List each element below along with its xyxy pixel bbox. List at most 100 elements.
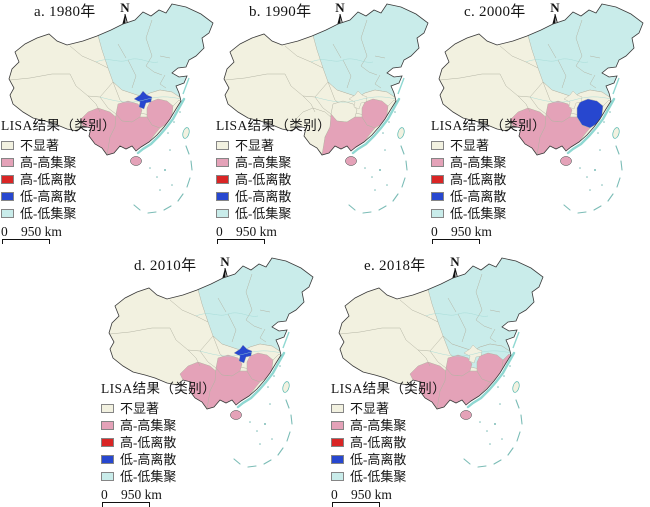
north-label: N [450, 254, 460, 269]
legend-item-high-low: 高-低离散 [216, 171, 331, 188]
nine-dash-line [463, 399, 523, 468]
legend-item-low-low: 低-低集聚 [101, 468, 216, 485]
china-map [108, 257, 314, 468]
panel-title: d. 2010年 [134, 258, 197, 274]
sea-islands [579, 111, 611, 191]
scale-bar-line [217, 239, 265, 244]
legend-label: 高-高集聚 [235, 154, 292, 170]
legend-title: LISA结果（类别） [101, 381, 216, 396]
china-map [438, 3, 644, 214]
legend-label: 高-低离散 [450, 171, 507, 187]
legend-item-low-high: 低-高离散 [431, 188, 546, 205]
lisa-legend: LISA结果（类别） 不显著 高-高集聚 高-低离散 低-高离散 低-低集聚 [1, 119, 116, 244]
scale-bar: 0 950 km [101, 486, 181, 507]
region-taiwan-island [612, 127, 620, 139]
coastal-fringe [136, 77, 190, 155]
scale-distance-label: 950 km [21, 223, 62, 239]
region-chongqing [133, 90, 153, 110]
legend-swatch-low-low [216, 208, 229, 218]
legend-swatch-high-high [216, 157, 229, 167]
sea-islands [364, 111, 396, 191]
coastal-fringe [566, 77, 620, 155]
panel-title: e. 2018年 [364, 258, 426, 274]
scale-zero-label: 0 [331, 486, 338, 502]
legend-title: LISA结果（类别） [1, 118, 116, 133]
legend-item-not-significant: 不显著 [1, 137, 116, 154]
rivers [425, 312, 512, 357]
scale-distance-label: 950 km [451, 223, 492, 239]
lisa-legend: LISA结果（类别） 不显著 高-高集聚 高-低离散 低-高离散 低-低集聚 [101, 382, 216, 507]
legend-swatch-low-low [1, 208, 14, 218]
legend-item-low-low: 低-低集聚 [331, 468, 446, 485]
legend-label: 低-高离散 [450, 188, 507, 204]
scale-zero-label: 0 [101, 486, 108, 502]
region-hainan-island [230, 410, 242, 420]
legend-item-high-low: 高-低离散 [101, 434, 216, 451]
legend-item-low-high: 低-高离散 [331, 451, 446, 468]
legend-label: 不显著 [350, 400, 390, 416]
region-chongqing [233, 344, 253, 364]
sea-islands [149, 111, 181, 191]
panel-title: c. 2000年 [464, 4, 526, 20]
region-hainan-island [130, 156, 142, 166]
legend-item-high-low: 高-低离散 [431, 171, 546, 188]
scale-zero-label: 0 [1, 223, 8, 239]
map-panel: a. 1980年 N [0, 0, 222, 253]
legend-item-high-low: 高-低离散 [331, 434, 446, 451]
legend-title: LISA结果（类别） [216, 118, 331, 133]
scale-bar-line [432, 239, 480, 244]
legend-label: 低-高离散 [20, 188, 77, 204]
lisa-legend: LISA结果（类别） 不显著 高-高集聚 高-低离散 低-高离散 低-低集聚 [431, 119, 546, 244]
coastal-fringe [351, 77, 405, 155]
legend-label: 高-低离散 [350, 434, 407, 450]
legend-label: 高-低离散 [120, 434, 177, 450]
legend-swatch-high-low [431, 174, 444, 184]
legend-swatch-high-low [216, 174, 229, 184]
panel-title: b. 1990年 [249, 4, 312, 20]
map-panel: d. 2010年 N [100, 254, 322, 507]
nine-dash-line [133, 145, 193, 214]
province-borders [339, 273, 501, 369]
china-map [338, 257, 544, 468]
legend-item-low-high: 低-高离散 [1, 188, 116, 205]
legend-item-low-high: 低-高离散 [101, 451, 216, 468]
country-outline [8, 3, 214, 156]
legend-swatch-high-high [1, 157, 14, 167]
legend-swatch-not-significant [1, 140, 14, 150]
legend-swatch-low-low [101, 471, 114, 481]
panel-title: a. 1980年 [34, 4, 96, 20]
legend-swatch-not-significant [216, 140, 229, 150]
legend-item-high-high: 高-高集聚 [1, 154, 116, 171]
region-chongqing [563, 90, 583, 110]
legend-item-low-low: 低-低集聚 [431, 205, 546, 222]
legend-swatch-low-high [216, 191, 229, 201]
legend-item-not-significant: 不显著 [431, 137, 546, 154]
scale-bar-line [102, 502, 150, 507]
legend-swatch-high-low [101, 437, 114, 447]
scale-bar: 0 950 km [431, 223, 511, 244]
scale-distance-label: 950 km [121, 486, 162, 502]
lisa-legend: LISA结果（类别） 不显著 高-高集聚 高-低离散 低-高离散 低-低集聚 [216, 119, 331, 244]
legend-title: LISA结果（类别） [331, 381, 446, 396]
rivers [310, 58, 397, 103]
coastal-fringe [236, 331, 290, 409]
legend-swatch-not-significant [101, 403, 114, 413]
legend-item-high-high: 高-高集聚 [101, 417, 216, 434]
legend-label: 高-高集聚 [450, 154, 507, 170]
legend-label: 低-高离散 [235, 188, 292, 204]
legend-label: 低-高离散 [120, 451, 177, 467]
map-panel: c. 2000年 N [430, 0, 650, 253]
scale-bar-line [2, 239, 50, 244]
sea-islands [249, 365, 281, 445]
legend-swatch-high-high [331, 420, 344, 430]
legend-swatch-low-low [431, 208, 444, 218]
legend-swatch-low-high [101, 454, 114, 464]
legend-label: 低-低集聚 [235, 205, 292, 221]
legend-label: 低-低集聚 [120, 468, 177, 484]
nine-dash-line [563, 145, 623, 214]
rivers [525, 58, 612, 103]
nine-dash-line [348, 145, 408, 214]
region-hainan-island [345, 156, 357, 166]
legend-item-not-significant: 不显著 [216, 137, 331, 154]
legend-item-low-low: 低-低集聚 [216, 205, 331, 222]
